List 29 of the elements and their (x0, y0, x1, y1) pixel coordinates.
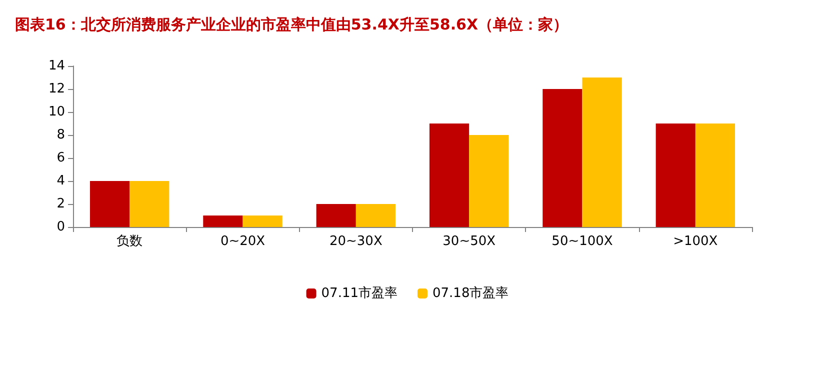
x-tick-label: 负数 (116, 234, 143, 249)
legend-label: 07.18市盈率 (432, 285, 509, 301)
bar (203, 216, 243, 227)
bar (542, 89, 582, 227)
y-tick-label: 0 (56, 220, 65, 234)
y-tick-label: 6 (56, 150, 65, 166)
y-tick-label: 14 (48, 58, 65, 74)
x-tick-label: 50~100X (552, 234, 613, 249)
x-tick-label: 20~30X (329, 234, 382, 249)
y-tick-label: 4 (56, 174, 65, 188)
y-tick-label: 12 (48, 82, 65, 96)
x-tick-label: >100X (673, 234, 718, 249)
bar (90, 181, 130, 227)
bar (356, 204, 396, 227)
bar (582, 78, 622, 227)
bar (429, 124, 470, 227)
bar (242, 216, 282, 227)
x-tick-label: 0~20X (220, 234, 266, 249)
bar (130, 181, 170, 227)
bar (469, 135, 509, 227)
bar (316, 204, 356, 227)
y-tick-label: 8 (56, 128, 65, 142)
legend-label: 07.11市盈率 (321, 285, 398, 301)
y-tick-label: 2 (56, 196, 65, 212)
x-tick-label: 30~50X (442, 234, 496, 249)
bar (695, 124, 736, 227)
y-tick-label: 10 (48, 104, 65, 120)
chart-title: 图表16：北交所消费服务产业企业的市盈率中值由53.4X升至58.6X（单位：家） (15, 16, 568, 34)
bar (656, 124, 696, 227)
